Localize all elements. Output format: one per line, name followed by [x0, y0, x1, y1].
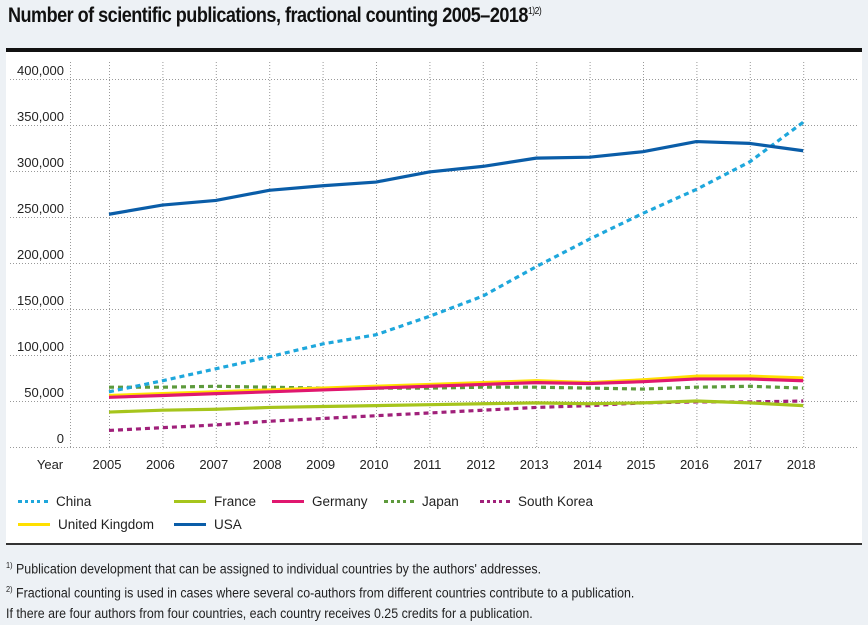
legend-item-china: China [18, 494, 91, 509]
y-tick-label: 0 [57, 431, 64, 446]
x-tick-label: 2012 [466, 457, 495, 472]
legend-item-united-kingdom: United Kingdom [18, 517, 154, 532]
legend-swatch [384, 500, 414, 503]
footnotes: 1) Publication development that can be a… [6, 556, 634, 625]
y-tick-label: 200,000 [17, 247, 64, 262]
x-tick-label: 2016 [680, 457, 709, 472]
footnote-1: 1) Publication development that can be a… [6, 556, 634, 580]
x-tick-label: 2007 [199, 457, 228, 472]
footnote-mark: 1) [6, 561, 13, 570]
footnote-3: If there are four authors from four coun… [6, 604, 634, 625]
legend-swatch [18, 523, 50, 526]
legend-swatch [174, 523, 206, 526]
y-tick-label: 50,000 [24, 385, 64, 400]
x-axis-label: Year [37, 457, 64, 472]
y-tick-label: 250,000 [17, 201, 64, 216]
legend-label: France [214, 494, 256, 509]
legend-item-germany: Germany [272, 494, 368, 509]
legend-label: China [56, 494, 91, 509]
x-tick-label: 2018 [787, 457, 816, 472]
legend-item-france: France [174, 494, 256, 509]
footnote-text: If there are four authors from four coun… [6, 606, 533, 621]
legend-item-south-korea: South Korea [480, 494, 593, 509]
series-line-germany [109, 379, 803, 397]
y-tick-label: 350,000 [17, 109, 64, 124]
x-tick-label: 2008 [253, 457, 282, 472]
x-tick-label: 2006 [146, 457, 175, 472]
footnote-2: 2) Fractional counting is used in cases … [6, 580, 634, 604]
footnote-text: Fractional counting is used in cases whe… [16, 586, 634, 601]
legend-swatch [174, 500, 206, 503]
x-tick-label: 2005 [93, 457, 122, 472]
legend-label: South Korea [518, 494, 593, 509]
legend-swatch [18, 500, 48, 503]
legend-label: United Kingdom [58, 517, 154, 532]
legend-swatch [480, 500, 510, 503]
x-tick-label: 2014 [573, 457, 602, 472]
x-tick-label: 2013 [520, 457, 549, 472]
y-tick-label: 400,000 [17, 63, 64, 78]
legend-label: Japan [422, 494, 459, 509]
y-tick-label: 100,000 [17, 339, 64, 354]
x-tick-label: 2015 [627, 457, 656, 472]
y-tick-label: 300,000 [17, 155, 64, 170]
footnote-mark: 2) [6, 585, 13, 594]
y-tick-label: 150,000 [17, 293, 64, 308]
x-tick-label: 2017 [733, 457, 762, 472]
x-tick-label: 2009 [306, 457, 335, 472]
legend-label: Germany [312, 494, 368, 509]
series-line-usa [109, 142, 803, 215]
series-line-china [109, 122, 803, 392]
legend-label: USA [214, 517, 242, 532]
x-tick-label: 2011 [413, 457, 441, 472]
series-line-france [109, 401, 803, 412]
legend-item-usa: USA [174, 517, 242, 532]
x-tick-label: 2010 [360, 457, 389, 472]
footnote-text: Publication development that can be assi… [16, 562, 541, 577]
legend-item-japan: Japan [384, 494, 459, 509]
legend-swatch [272, 500, 304, 503]
